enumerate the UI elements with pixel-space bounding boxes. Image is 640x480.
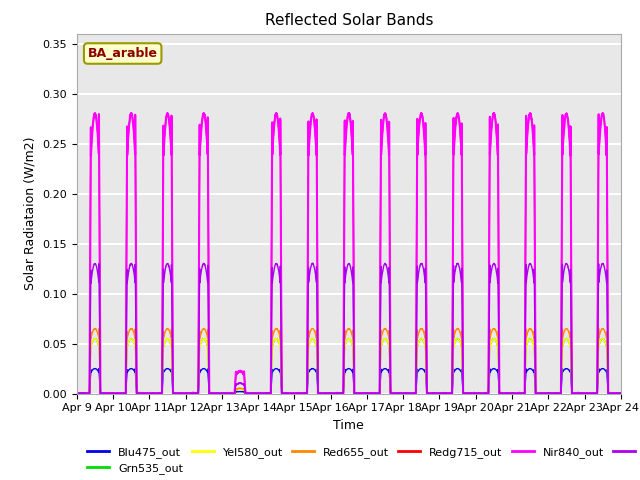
Nir945_out [308,261,316,266]
Line: Blu475_out: Blu475_out [77,369,621,394]
Nir945_out [276,283,284,288]
Yel580_out [200,336,207,341]
Nir840_out [501,391,509,396]
Red655_out [74,391,81,396]
Red655_out [73,391,81,396]
Line: Red655_out: Red655_out [77,328,621,394]
Yel580_out [184,391,191,396]
Yel580_out [189,391,197,396]
Red655_out [276,336,284,342]
Nir840_out [276,158,284,164]
X-axis label: Time: Time [333,419,364,432]
Nir945_out [73,391,81,396]
Text: BA_arable: BA_arable [88,47,157,60]
Blu475_out [276,370,284,376]
Grn535_out [501,391,509,396]
Line: Nir945_out: Nir945_out [77,264,621,394]
Line: Grn535_out: Grn535_out [77,338,621,394]
Redg715_out [617,391,625,396]
Nir840_out [73,390,81,396]
Red655_out [381,325,389,331]
Blu475_out [73,391,81,396]
Nir840_out [189,390,197,396]
Nir840_out [345,110,353,116]
Yel580_out [615,391,623,396]
Nir945_out [424,391,432,396]
Nir840_out [615,390,623,396]
Red655_out [615,391,623,396]
Red655_out [424,391,432,396]
Redg715_out [189,391,197,396]
Grn535_out [615,391,623,396]
Grn535_out [184,391,191,396]
Blu475_out [189,391,197,396]
Redg715_out [615,391,623,396]
Blu475_out [527,366,534,372]
Yel580_out [73,391,81,396]
Line: Yel580_out: Yel580_out [77,338,621,394]
Blu475_out [615,391,623,396]
Line: Nir840_out: Nir840_out [77,113,621,394]
Grn535_out [424,391,432,396]
Nir945_out [73,391,81,396]
Grn535_out [127,336,135,341]
Nir945_out [617,391,625,396]
Yel580_out [424,391,431,396]
Nir840_out [73,391,81,396]
Nir840_out [184,391,191,396]
Red655_out [189,391,197,396]
Blu475_out [617,391,625,396]
Nir945_out [615,391,623,396]
Title: Reflected Solar Bands: Reflected Solar Bands [264,13,433,28]
Y-axis label: Solar Radiataion (W/m2): Solar Radiataion (W/m2) [24,137,36,290]
Grn535_out [617,391,625,396]
Nir840_out [424,391,432,396]
Red655_out [184,391,191,396]
Nir840_out [617,391,625,396]
Redg715_out [424,391,431,396]
Grn535_out [189,391,197,396]
Redg715_out [184,391,191,396]
Yel580_out [276,345,284,351]
Red655_out [617,391,625,396]
Nir945_out [501,391,509,396]
Redg715_out [501,391,509,396]
Line: Redg715_out: Redg715_out [77,113,621,394]
Redg715_out [73,391,81,396]
Blu475_out [424,391,431,396]
Nir945_out [189,390,197,396]
Red655_out [501,391,509,396]
Yel580_out [501,391,509,396]
Legend: Blu475_out, Grn535_out, Yel580_out, Red655_out, Redg715_out, Nir840_out, Nir945_: Blu475_out, Grn535_out, Yel580_out, Red6… [83,443,640,479]
Blu475_out [501,391,509,396]
Blu475_out [73,391,81,396]
Redg715_out [417,110,425,116]
Grn535_out [73,391,81,396]
Grn535_out [73,391,81,396]
Grn535_out [276,348,284,353]
Blu475_out [184,391,191,396]
Yel580_out [617,391,625,396]
Nir945_out [184,391,191,396]
Redg715_out [276,144,284,150]
